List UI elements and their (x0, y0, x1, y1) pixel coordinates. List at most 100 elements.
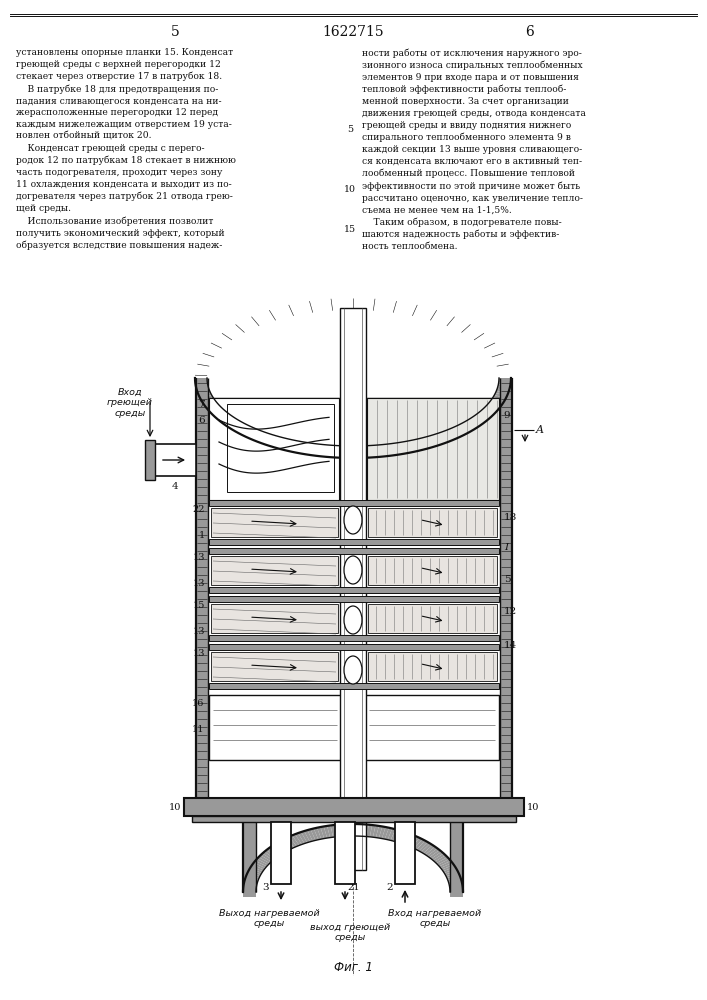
Polygon shape (269, 847, 281, 856)
Polygon shape (220, 415, 233, 423)
Polygon shape (354, 824, 358, 836)
Polygon shape (478, 411, 491, 419)
Polygon shape (254, 861, 267, 868)
Polygon shape (262, 852, 275, 860)
Polygon shape (450, 886, 463, 888)
Text: выход греющей
среды: выход греющей среды (310, 923, 390, 942)
Polygon shape (259, 855, 271, 863)
Polygon shape (438, 432, 449, 443)
Ellipse shape (344, 606, 362, 634)
Polygon shape (243, 890, 256, 892)
Polygon shape (292, 441, 301, 453)
Text: 5: 5 (347, 125, 353, 134)
Polygon shape (399, 832, 408, 844)
Polygon shape (442, 865, 455, 871)
Polygon shape (262, 433, 272, 445)
Text: 5: 5 (170, 25, 180, 39)
Polygon shape (361, 824, 366, 836)
Polygon shape (476, 413, 489, 421)
Text: 5: 5 (504, 576, 510, 584)
Polygon shape (196, 384, 208, 388)
Polygon shape (497, 387, 510, 391)
Polygon shape (306, 443, 314, 455)
Polygon shape (200, 395, 213, 401)
Polygon shape (341, 824, 345, 836)
Polygon shape (218, 413, 230, 421)
Bar (211, 508, 338, 537)
Bar (271, 822, 291, 884)
Polygon shape (244, 881, 257, 885)
Bar (209, 695, 499, 760)
Polygon shape (443, 867, 456, 873)
Polygon shape (496, 389, 509, 393)
Text: I: I (504, 544, 508, 552)
Polygon shape (298, 832, 307, 844)
Polygon shape (209, 405, 221, 412)
Bar (209, 683, 499, 689)
Polygon shape (452, 426, 464, 437)
Text: 21: 21 (347, 882, 359, 892)
Polygon shape (195, 380, 207, 383)
Polygon shape (250, 429, 261, 440)
Bar (192, 816, 516, 822)
Polygon shape (243, 888, 256, 890)
Text: 4: 4 (172, 482, 178, 491)
Polygon shape (279, 438, 288, 450)
Bar (500, 378, 512, 798)
Text: Фиг. 1: Фиг. 1 (334, 961, 373, 974)
Bar (196, 378, 208, 798)
Polygon shape (243, 886, 257, 888)
Polygon shape (435, 855, 448, 863)
Polygon shape (341, 446, 346, 458)
Text: 1622715: 1622715 (322, 25, 384, 39)
Polygon shape (320, 826, 327, 839)
Polygon shape (324, 826, 330, 838)
Polygon shape (257, 432, 269, 443)
Polygon shape (344, 824, 349, 836)
Polygon shape (247, 873, 260, 878)
Polygon shape (392, 443, 400, 455)
Polygon shape (206, 403, 219, 410)
Bar (367, 398, 499, 500)
Polygon shape (393, 830, 402, 842)
Polygon shape (446, 873, 460, 878)
Bar (368, 508, 497, 537)
Polygon shape (226, 418, 238, 427)
Polygon shape (373, 825, 379, 838)
Polygon shape (462, 422, 474, 431)
Polygon shape (247, 871, 261, 876)
Polygon shape (494, 393, 507, 398)
Polygon shape (387, 444, 395, 456)
Text: 18: 18 (504, 514, 518, 522)
Polygon shape (468, 418, 480, 427)
Polygon shape (383, 444, 390, 456)
Polygon shape (337, 824, 342, 837)
Polygon shape (360, 446, 366, 458)
Polygon shape (493, 395, 506, 401)
Polygon shape (431, 852, 443, 860)
Polygon shape (464, 420, 477, 429)
Bar (368, 556, 497, 585)
Polygon shape (427, 848, 440, 857)
Text: 13: 13 (192, 578, 205, 587)
Text: 13: 13 (192, 650, 205, 658)
Polygon shape (498, 382, 510, 386)
Polygon shape (239, 425, 250, 435)
Polygon shape (450, 890, 463, 892)
Polygon shape (330, 445, 337, 458)
Polygon shape (250, 867, 263, 873)
Polygon shape (485, 405, 498, 412)
Polygon shape (363, 824, 368, 837)
Polygon shape (498, 380, 511, 383)
Polygon shape (416, 841, 428, 851)
Polygon shape (385, 828, 392, 840)
Text: 2: 2 (386, 882, 393, 892)
Bar (227, 404, 334, 492)
Polygon shape (199, 393, 211, 398)
Text: A: A (536, 425, 544, 435)
Bar (184, 798, 524, 816)
Polygon shape (483, 407, 496, 415)
Polygon shape (198, 391, 211, 396)
Bar (209, 644, 499, 650)
Polygon shape (334, 825, 339, 837)
